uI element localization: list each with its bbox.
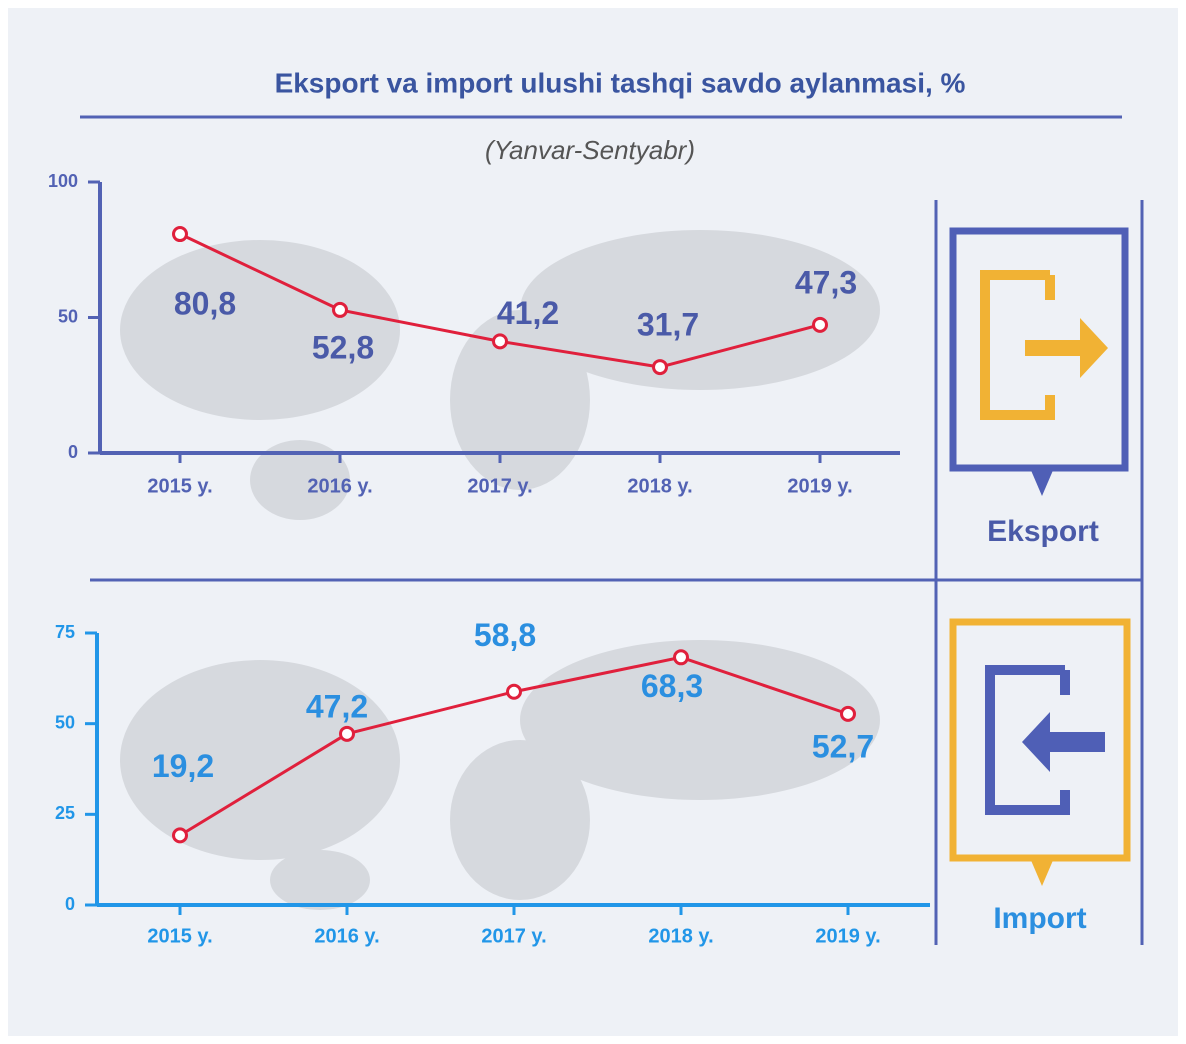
y-tick-label: 50 — [55, 712, 75, 732]
value-label: 31,7 — [637, 307, 699, 343]
value-label: 68,3 — [641, 668, 703, 704]
y-tick-label: 0 — [68, 442, 78, 462]
x-tick-label: 2017 y. — [481, 925, 546, 947]
y-tick-label: 0 — [65, 894, 75, 914]
export-icon — [949, 227, 1129, 496]
point — [840, 705, 856, 722]
panel-label: Import — [993, 902, 1086, 935]
value-label: 52,7 — [812, 728, 874, 764]
point — [673, 649, 689, 666]
x-tick-label: 2016 y. — [307, 475, 372, 497]
x-tick-label: 2018 y. — [627, 475, 692, 497]
point — [652, 359, 668, 376]
value-label: 80,8 — [174, 285, 236, 321]
point — [332, 301, 348, 318]
point — [506, 683, 522, 700]
panel-label: Eksport — [987, 515, 1099, 548]
x-tick-label: 2017 y. — [467, 475, 532, 497]
value-label: 47,2 — [306, 688, 368, 724]
point — [339, 725, 355, 742]
point — [172, 827, 188, 844]
y-tick-label: 75 — [55, 622, 75, 642]
world-map — [120, 230, 880, 910]
x-tick-label: 2019 y. — [787, 475, 852, 497]
value-label: 58,8 — [474, 617, 536, 653]
point — [172, 226, 188, 243]
value-label: 47,3 — [795, 264, 857, 300]
x-tick-label: 2015 y. — [147, 475, 212, 497]
point — [812, 316, 828, 333]
point — [492, 333, 508, 350]
value-label: 52,8 — [312, 329, 374, 365]
x-tick-label: 2018 y. — [648, 925, 713, 947]
y-tick-label: 100 — [48, 171, 78, 191]
value-label: 19,2 — [152, 748, 214, 784]
background — [8, 8, 1178, 1036]
x-tick-label: 2015 y. — [147, 925, 212, 947]
chart-title: Eksport va import ulushi tashqi savdo ay… — [275, 67, 966, 98]
x-tick-label: 2016 y. — [314, 925, 379, 947]
x-tick-label: 2019 y. — [815, 925, 880, 947]
y-tick-label: 50 — [58, 306, 78, 326]
y-tick-label: 25 — [55, 803, 75, 823]
value-label: 41,2 — [497, 295, 559, 331]
subtitle: (Yanvar-Sentyabr) — [485, 135, 695, 165]
import-icon — [949, 618, 1131, 886]
